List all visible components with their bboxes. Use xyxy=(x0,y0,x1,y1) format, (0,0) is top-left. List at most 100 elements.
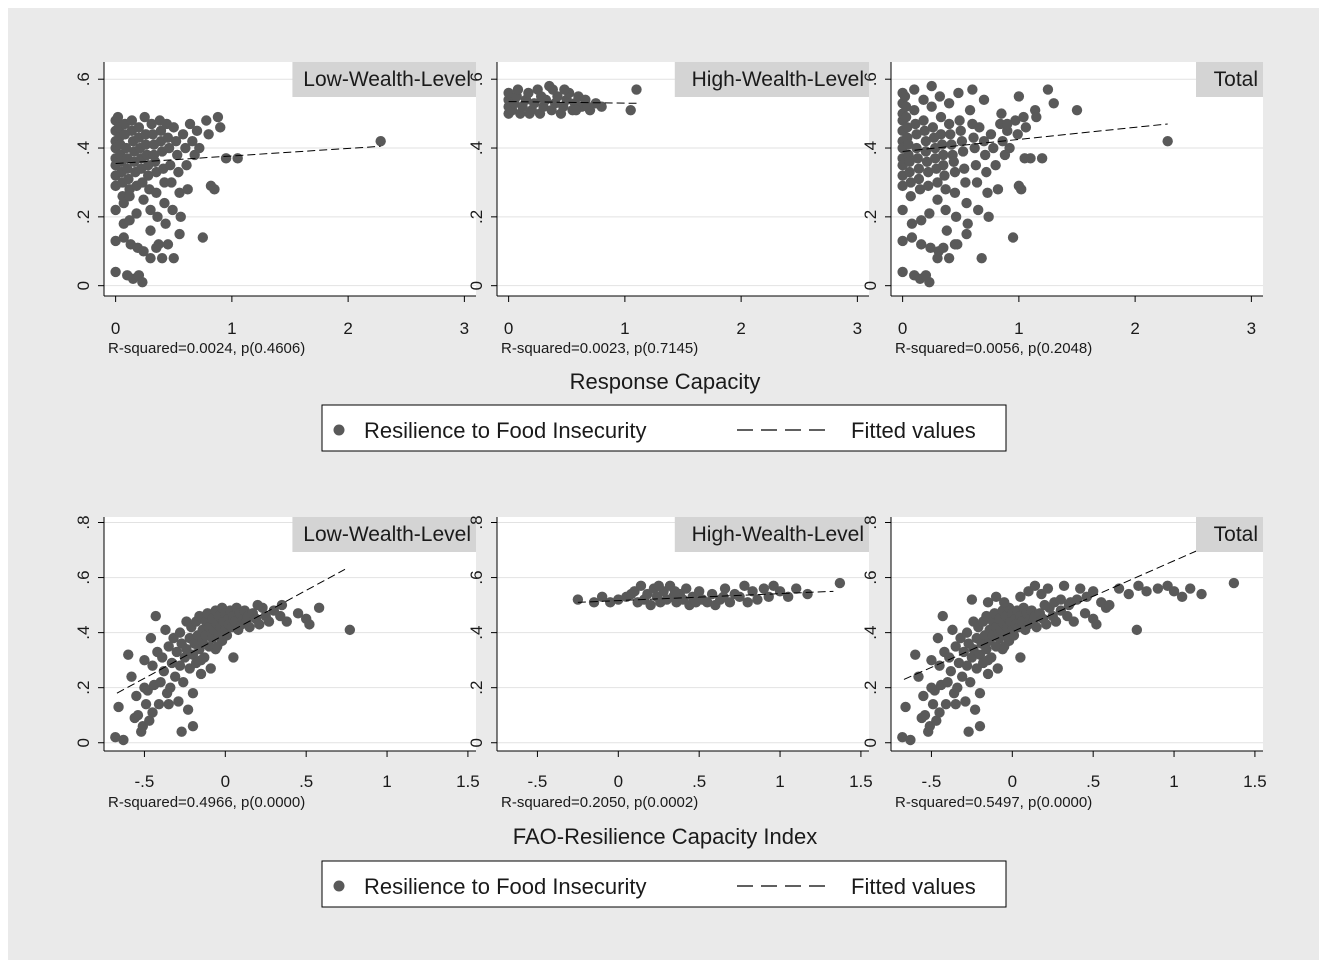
data-point xyxy=(653,580,664,592)
data-point xyxy=(947,624,958,636)
data-point xyxy=(547,84,558,95)
data-point xyxy=(1058,580,1070,592)
data-point xyxy=(512,84,524,95)
data-point xyxy=(900,101,912,112)
data-point xyxy=(954,115,965,126)
data-point xyxy=(992,184,1004,195)
data-point xyxy=(524,108,535,119)
data-point xyxy=(999,597,1010,608)
data-point xyxy=(996,108,1007,119)
data-point xyxy=(1152,583,1164,594)
data-point xyxy=(138,246,149,257)
data-point xyxy=(974,721,986,732)
data-point xyxy=(112,111,124,123)
data-point xyxy=(559,84,570,95)
data-point xyxy=(344,624,356,636)
data-point xyxy=(1123,588,1134,600)
data-point xyxy=(1091,619,1102,630)
data-point xyxy=(982,187,993,198)
panel-stat: R-squared=0.0024, p(0.4606) xyxy=(108,340,305,357)
data-point xyxy=(151,187,162,198)
data-point xyxy=(910,649,921,660)
y-tick-label: .8 xyxy=(861,515,880,529)
data-point xyxy=(938,160,949,171)
data-point xyxy=(1196,588,1207,600)
data-point xyxy=(914,184,926,195)
data-point xyxy=(758,583,770,594)
x-tick-label: 1 xyxy=(620,319,629,338)
data-point xyxy=(948,156,959,167)
y-tick-label: 0 xyxy=(861,281,880,290)
data-point xyxy=(1141,586,1152,597)
data-point xyxy=(596,101,607,112)
panel-stat: R-squared=0.5497, p(0.0000) xyxy=(895,794,1092,811)
data-point xyxy=(145,632,157,644)
data-point xyxy=(165,682,176,693)
y-tick-label: .2 xyxy=(74,681,93,695)
data-point xyxy=(155,676,166,688)
data-point xyxy=(212,111,224,123)
data-point xyxy=(981,643,992,655)
data-point xyxy=(949,239,961,250)
data-point xyxy=(983,211,994,223)
data-point xyxy=(979,149,991,161)
data-point xyxy=(900,701,911,713)
data-point xyxy=(635,580,647,592)
data-point xyxy=(961,228,972,240)
data-point xyxy=(981,166,992,178)
data-point xyxy=(1133,580,1144,592)
data-point xyxy=(911,142,922,154)
data-point xyxy=(931,715,942,726)
data-point xyxy=(163,641,174,652)
data-point xyxy=(965,676,976,688)
data-point xyxy=(1042,84,1054,95)
data-point xyxy=(139,682,150,693)
x-tick-label: 3 xyxy=(1247,319,1256,338)
data-point xyxy=(990,591,1002,603)
data-point xyxy=(1096,597,1107,608)
data-point xyxy=(919,125,930,137)
data-point xyxy=(175,211,186,223)
data-point xyxy=(927,122,939,133)
data-point xyxy=(195,654,207,666)
data-point xyxy=(1031,621,1042,633)
data-point xyxy=(971,177,983,188)
data-point xyxy=(162,239,174,250)
x-tick-label: 0 xyxy=(614,772,623,791)
x-tick-label: 0 xyxy=(504,319,513,338)
data-point xyxy=(1020,122,1032,133)
data-point xyxy=(1004,142,1015,154)
data-point xyxy=(281,616,292,627)
data-point xyxy=(960,696,971,707)
data-point xyxy=(194,142,205,154)
data-point xyxy=(292,608,304,619)
data-point xyxy=(118,232,129,243)
data-point xyxy=(503,87,514,99)
data-point xyxy=(943,252,955,264)
x-tick-label: .5 xyxy=(692,772,706,791)
panel-title: Low-Wealth-Level xyxy=(303,523,471,546)
y-tick-label: .6 xyxy=(467,72,486,86)
data-point xyxy=(976,252,987,264)
data-point xyxy=(972,204,984,216)
data-point xyxy=(802,588,813,600)
plot-area xyxy=(497,517,869,751)
x-tick-label: 1 xyxy=(775,772,784,791)
data-point xyxy=(187,721,199,732)
data-point xyxy=(1036,153,1048,164)
data-point xyxy=(966,652,978,663)
data-point xyxy=(950,641,961,652)
y-tick-label: .6 xyxy=(467,570,486,584)
data-point xyxy=(918,94,929,106)
data-point xyxy=(153,699,165,710)
data-point xyxy=(144,715,155,726)
data-point xyxy=(1002,118,1013,130)
data-point xyxy=(693,586,705,597)
data-point xyxy=(191,125,203,137)
data-point xyxy=(1071,594,1083,605)
panel-stat: R-squared=0.2050, p(0.0002) xyxy=(501,794,698,811)
panel-title-strip xyxy=(292,517,476,552)
data-point xyxy=(913,173,925,185)
data-point xyxy=(1031,111,1042,123)
data-point xyxy=(221,630,233,641)
